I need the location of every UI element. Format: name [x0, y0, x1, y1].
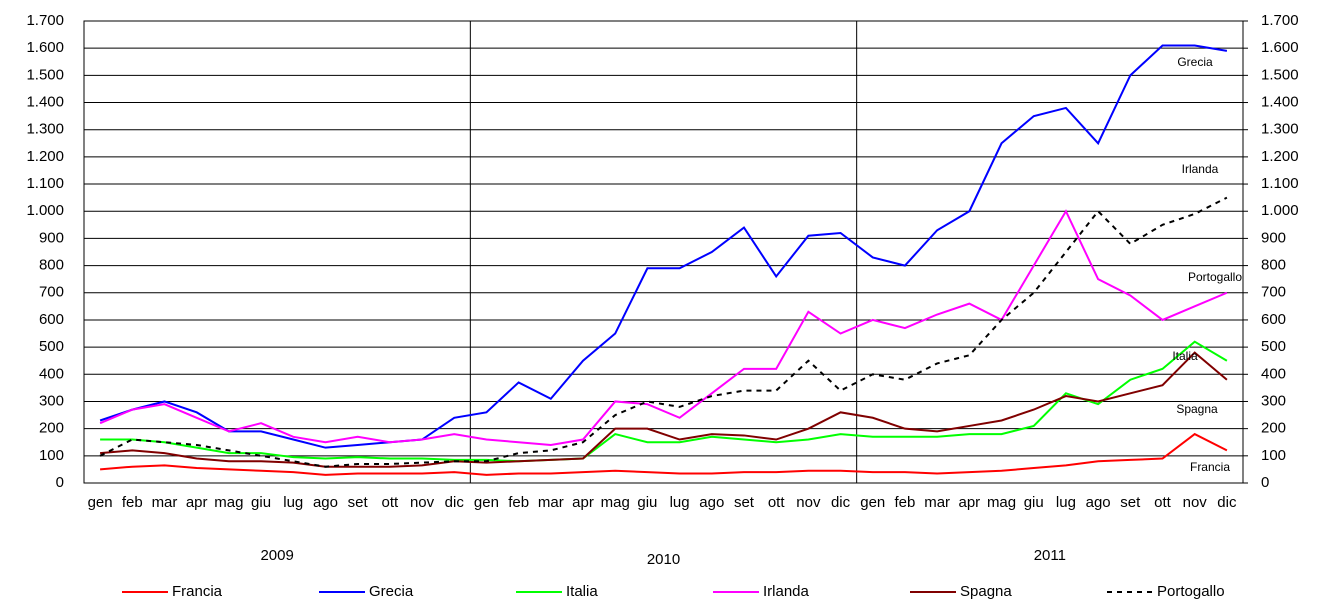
y-tick-label: 600	[39, 311, 64, 328]
x-tick-label: apr	[572, 494, 594, 511]
y-tick-label: 700	[39, 284, 64, 301]
series-annotation: Portogallo	[1188, 270, 1242, 284]
x-tick-label: dic	[445, 494, 465, 511]
x-tick-label: mag	[987, 494, 1016, 511]
x-tick-label: apr	[959, 494, 981, 511]
y-tick-label: 300	[39, 392, 64, 409]
y-tick-label: 1.500	[26, 66, 64, 83]
x-tick-label: mag	[601, 494, 630, 511]
series-annotation: Italia	[1172, 349, 1198, 363]
y-tick-label: 0	[56, 474, 64, 491]
x-tick-label: lug	[1056, 494, 1076, 511]
y2-tick-label: 800	[1261, 257, 1286, 274]
series-annotation: Grecia	[1177, 55, 1213, 69]
x-tick-label: set	[734, 494, 755, 511]
x-tick-label: set	[1120, 494, 1141, 511]
x-tick-label: nov	[796, 494, 821, 511]
series-annotation: Francia	[1190, 460, 1230, 474]
y-tick-label: 800	[39, 257, 64, 274]
series-line	[100, 432, 1228, 476]
x-tick-label: giu	[1024, 494, 1044, 511]
x-tick-label: dic	[1217, 494, 1237, 511]
y-tick-label: 1.200	[26, 148, 64, 165]
x-tick-label: dic	[831, 494, 851, 511]
series-annotation: Irlanda	[1182, 162, 1219, 176]
x-tick-label: ago	[1086, 494, 1111, 511]
y-tick-label: 1.300	[26, 121, 64, 138]
y2-tick-label: 1.400	[1261, 93, 1299, 110]
y-tick-label: 1.700	[26, 12, 64, 29]
x-tick-label: mar	[152, 494, 178, 511]
y-tick-label: 1.100	[26, 175, 64, 192]
y-tick-label: 1.000	[26, 202, 64, 219]
legend-label: Irlanda	[763, 583, 810, 600]
x-tick-label: nov	[410, 494, 435, 511]
x-tick-label: set	[348, 494, 369, 511]
y-tick-label: 900	[39, 229, 64, 246]
x-tick-label: mar	[538, 494, 564, 511]
x-tick-label: ott	[1154, 494, 1172, 511]
y2-tick-label: 600	[1261, 311, 1286, 328]
y-tick-label: 1.600	[26, 39, 64, 56]
y2-tick-label: 300	[1261, 392, 1286, 409]
y2-tick-label: 400	[1261, 365, 1286, 382]
y-tick-label: 400	[39, 365, 64, 382]
y2-tick-label: 1.500	[1261, 66, 1299, 83]
series-annotation: Spagna	[1176, 402, 1218, 416]
year-label: 2010	[647, 551, 680, 568]
y-tick-label: 100	[39, 447, 64, 464]
y2-tick-label: 100	[1261, 447, 1286, 464]
x-tick-label: apr	[186, 494, 208, 511]
series-line	[100, 351, 1228, 468]
y2-tick-label: 200	[1261, 420, 1286, 437]
y2-tick-label: 500	[1261, 338, 1286, 355]
legend-label: Grecia	[369, 583, 414, 600]
x-tick-label: nov	[1183, 494, 1208, 511]
y-tick-label: 1.400	[26, 93, 64, 110]
x-tick-label: lug	[670, 494, 690, 511]
year-label: 2011	[1034, 547, 1066, 564]
x-tick-label: giu	[251, 494, 271, 511]
y2-tick-label: 1.600	[1261, 39, 1299, 56]
y-tick-label: 200	[39, 420, 64, 437]
x-tick-label: gen	[474, 494, 499, 511]
y2-tick-label: 1.000	[1261, 202, 1299, 219]
x-tick-label: mag	[214, 494, 243, 511]
x-tick-label: ago	[313, 494, 338, 511]
x-tick-label: gen	[88, 494, 113, 511]
y2-tick-label: 1.300	[1261, 121, 1299, 138]
legend-label: Spagna	[960, 583, 1012, 600]
y2-tick-label: 0	[1261, 474, 1269, 491]
y2-tick-label: 700	[1261, 284, 1286, 301]
x-tick-label: ott	[382, 494, 400, 511]
series-line	[99, 209, 1228, 446]
x-tick-label: lug	[283, 494, 303, 511]
plot-frame	[83, 20, 1244, 484]
x-tick-label: ago	[699, 494, 724, 511]
x-tick-label: ott	[768, 494, 786, 511]
x-tick-label: feb	[508, 494, 529, 511]
x-tick-label: feb	[895, 494, 916, 511]
x-tick-label: mar	[924, 494, 950, 511]
series-line	[99, 196, 1228, 468]
y2-tick-label: 1.700	[1261, 12, 1299, 29]
legend-label: Portogallo	[1157, 583, 1225, 600]
series-line	[100, 340, 1228, 463]
y2-tick-label: 1.200	[1261, 148, 1299, 165]
x-tick-label: giu	[637, 494, 657, 511]
legend-label: Francia	[172, 583, 223, 600]
y2-tick-label: 1.100	[1261, 175, 1299, 192]
year-label: 2009	[260, 547, 293, 564]
y2-tick-label: 900	[1261, 229, 1286, 246]
x-tick-label: feb	[122, 494, 143, 511]
series-line	[99, 44, 1228, 449]
y-tick-label: 500	[39, 338, 64, 355]
x-tick-label: gen	[860, 494, 885, 511]
legend-label: Italia	[566, 583, 598, 600]
